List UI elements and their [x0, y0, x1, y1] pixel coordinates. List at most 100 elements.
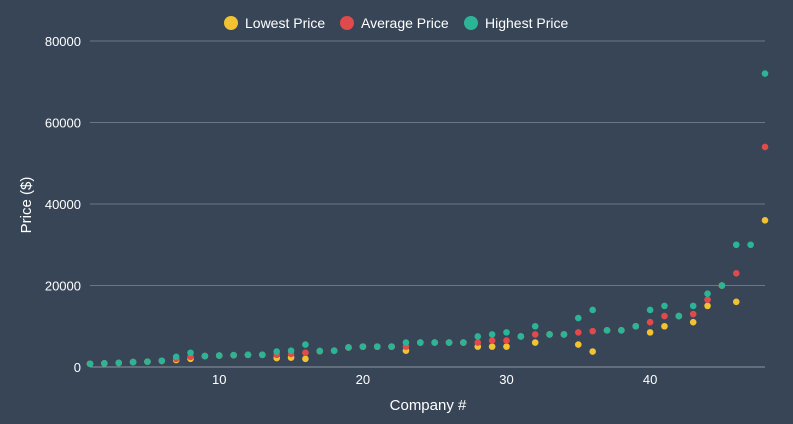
data-point[interactable] — [661, 312, 668, 320]
data-point[interactable] — [287, 347, 295, 355]
data-point[interactable] — [646, 329, 654, 336]
x-tick-label: 30 — [499, 372, 513, 387]
x-axis-title: Company # — [390, 397, 467, 414]
data-point[interactable] — [373, 343, 381, 350]
data-point[interactable] — [259, 351, 266, 359]
legend-swatch — [340, 16, 354, 30]
data-point[interactable] — [718, 282, 726, 289]
data-point[interactable] — [704, 302, 711, 310]
data-point[interactable] — [445, 339, 453, 346]
data-point[interactable] — [646, 318, 654, 326]
data-point[interactable] — [560, 331, 568, 338]
data-point[interactable] — [531, 322, 539, 330]
data-point[interactable] — [474, 339, 482, 346]
data-point[interactable] — [273, 348, 281, 355]
data-point[interactable] — [732, 298, 740, 306]
data-point[interactable] — [618, 327, 625, 334]
data-point[interactable] — [302, 349, 309, 357]
data-point[interactable] — [172, 353, 180, 361]
data-point[interactable] — [460, 339, 467, 346]
y-axis-ticks: 0 20000 40000 60000 80000 — [45, 34, 81, 375]
data-point[interactable] — [574, 329, 582, 336]
data-point[interactable] — [101, 360, 108, 367]
data-point[interactable] — [589, 348, 596, 355]
data-point[interactable] — [632, 322, 640, 330]
legend-label: Average Price — [361, 15, 449, 31]
data-point[interactable] — [431, 339, 438, 346]
legend-item-highest-price[interactable]: Highest Price — [464, 15, 568, 31]
data-point[interactable] — [144, 358, 151, 366]
data-point[interactable] — [230, 351, 237, 359]
series-lowest-price — [86, 217, 769, 368]
x-tick-label: 10 — [212, 372, 226, 387]
data-point[interactable] — [689, 302, 697, 310]
data-point[interactable] — [417, 339, 424, 346]
data-point[interactable] — [732, 269, 740, 277]
data-point[interactable] — [747, 241, 754, 249]
data-point[interactable] — [488, 337, 496, 344]
data-point[interactable] — [359, 343, 367, 350]
legend-item-lowest-price[interactable]: Lowest Price — [224, 15, 325, 31]
x-axis-ticks: 10 20 30 40 — [212, 372, 657, 387]
data-point[interactable] — [488, 343, 496, 350]
data-point[interactable] — [316, 347, 324, 355]
series-group — [86, 70, 769, 368]
y-tick-label: 40000 — [45, 197, 81, 212]
legend: Lowest Price Average Price Highest Price — [224, 15, 568, 31]
data-point[interactable] — [503, 343, 510, 350]
data-point[interactable] — [330, 347, 338, 355]
legend-swatch — [224, 16, 238, 30]
data-point[interactable] — [187, 349, 194, 357]
data-point[interactable] — [689, 310, 697, 318]
data-point[interactable] — [474, 333, 482, 340]
series-average-price — [86, 143, 769, 368]
grid — [90, 40, 765, 368]
y-tick-label: 0 — [74, 360, 81, 375]
data-point[interactable] — [761, 70, 769, 77]
data-point[interactable] — [732, 241, 740, 249]
legend-item-average-price[interactable]: Average Price — [340, 15, 449, 31]
data-point[interactable] — [704, 296, 711, 304]
data-point[interactable] — [402, 339, 410, 346]
data-point[interactable] — [546, 331, 553, 338]
data-point[interactable] — [345, 344, 352, 351]
data-point[interactable] — [761, 217, 769, 224]
data-point[interactable] — [388, 343, 395, 350]
data-point[interactable] — [129, 358, 137, 366]
y-tick-label: 20000 — [45, 279, 81, 294]
data-point[interactable] — [675, 312, 683, 320]
data-point[interactable] — [302, 341, 309, 348]
data-point[interactable] — [86, 360, 94, 368]
legend-label: Highest Price — [485, 15, 568, 31]
legend-label: Lowest Price — [245, 15, 325, 31]
data-point[interactable] — [201, 352, 209, 360]
legend-swatch — [464, 16, 478, 30]
data-point[interactable] — [531, 339, 539, 346]
x-tick-label: 40 — [643, 372, 657, 387]
x-tick-label: 20 — [356, 372, 370, 387]
data-point[interactable] — [761, 143, 769, 151]
data-point[interactable] — [158, 357, 166, 365]
data-point[interactable] — [589, 306, 596, 314]
data-point[interactable] — [531, 331, 539, 338]
data-point[interactable] — [704, 290, 711, 297]
data-point[interactable] — [589, 327, 596, 335]
data-point[interactable] — [689, 318, 697, 326]
data-point[interactable] — [503, 329, 510, 336]
data-point[interactable] — [215, 352, 223, 359]
data-point[interactable] — [302, 355, 309, 363]
data-point[interactable] — [574, 314, 582, 322]
data-point[interactable] — [517, 333, 525, 340]
y-tick-label: 60000 — [45, 116, 81, 131]
data-point[interactable] — [503, 337, 510, 344]
data-point[interactable] — [661, 302, 668, 310]
data-point[interactable] — [661, 322, 668, 330]
data-point[interactable] — [574, 341, 582, 348]
data-point[interactable] — [646, 306, 654, 314]
y-tick-label: 80000 — [45, 34, 81, 49]
data-point[interactable] — [603, 327, 611, 334]
data-point[interactable] — [115, 359, 123, 367]
data-point[interactable] — [244, 351, 252, 359]
data-point[interactable] — [488, 331, 496, 338]
